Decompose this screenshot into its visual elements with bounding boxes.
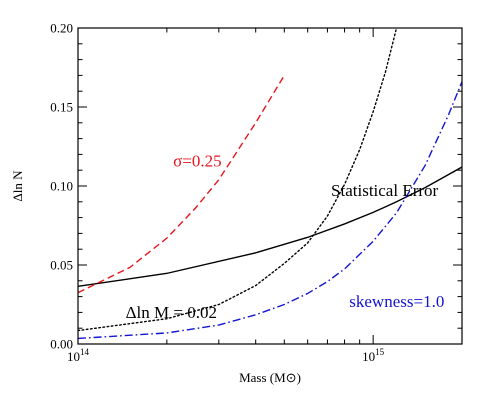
y-tick-label: 0.10 <box>50 179 73 194</box>
y-tick-label: 0.20 <box>50 21 73 36</box>
annotations-layer: σ=0.25 Statistical Error Δln M = 0.02 skewn… <box>126 151 445 322</box>
y-tick-label: 0.00 <box>50 337 73 352</box>
annotation-3: Δln M = 0.02 <box>126 303 217 322</box>
x-tick-label: 1014 <box>67 347 90 364</box>
series-line-4 <box>78 81 462 340</box>
series-line-1 <box>78 166 462 288</box>
y-axis-title: Δln N <box>10 170 25 202</box>
tick-labels-layer: 0.00 0.05 0.10 0.15 0.20 1014 1015 <box>50 21 384 365</box>
y-tick-label: 0.05 <box>50 258 73 273</box>
annotation-1: σ=0.25 <box>173 151 222 170</box>
annotation-2: Statistical Error <box>331 181 439 200</box>
series-layer <box>78 28 462 340</box>
x-axis-title: Mass (M⊙) <box>239 370 301 385</box>
ticks-layer <box>77 27 463 345</box>
series-line-3 <box>78 28 398 332</box>
series-line-2 <box>78 75 285 294</box>
y-tick-label: 0.15 <box>50 100 73 115</box>
x-tick-label: 1015 <box>362 347 385 364</box>
annotation-4: skewness=1.0 <box>349 292 444 311</box>
